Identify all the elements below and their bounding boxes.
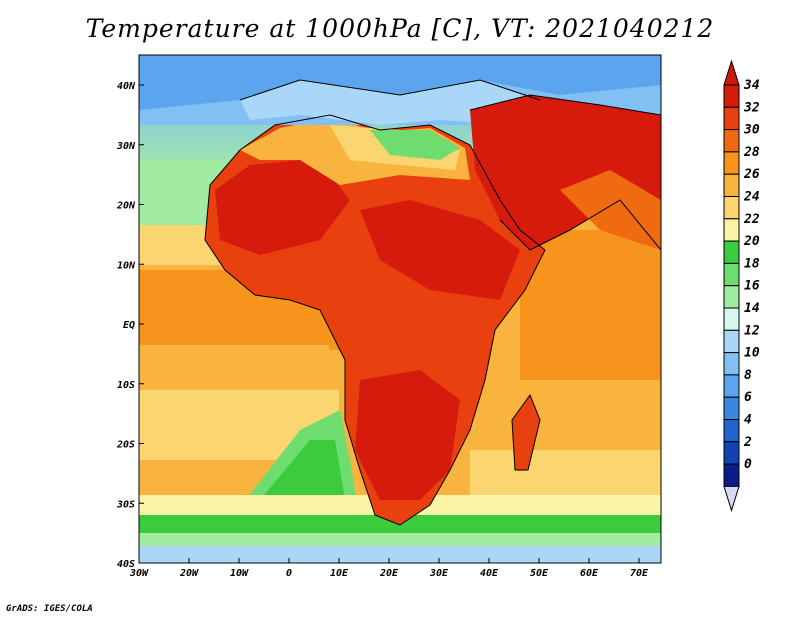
colorbar-label: 12 <box>744 323 760 338</box>
colorbar-swatch <box>723 218 740 242</box>
lon-tick-label: 10W <box>230 568 249 579</box>
longitude-axis: 30W 20W 10W 0 10E 20E 30E 40E 50E 60E 70E <box>129 558 649 579</box>
colorbar-label: 2 <box>743 435 752 450</box>
colorbar-label: 34 <box>743 78 760 93</box>
chart-title: Temperature at 1000hPa [C], VT: 20210402… <box>85 14 715 43</box>
colorbar-swatch <box>723 129 740 153</box>
colorbar-label: 28 <box>743 145 760 160</box>
lat-tick-label: EQ <box>123 320 135 331</box>
colorbar-swatch <box>723 285 740 309</box>
lat-tick-label: 20S <box>116 440 135 451</box>
lat-tick-label: 10S <box>117 380 135 391</box>
lat-tick-label: 30N <box>116 141 136 152</box>
colorbar-label: 18 <box>744 256 760 271</box>
colorbar-swatch <box>723 106 740 131</box>
colorbar-label: 32 <box>743 100 760 115</box>
colorbar-label: 30 <box>743 123 760 138</box>
lat-tick-label: 30S <box>116 499 135 510</box>
lon-tick-label: 0 <box>286 568 292 579</box>
colorbar-label: 22 <box>743 212 760 227</box>
colorbar-swatch <box>723 196 740 220</box>
colorbar-label: 6 <box>744 390 752 405</box>
lon-tick-label: 10E <box>330 568 349 579</box>
lon-tick-label: 70E <box>630 568 649 579</box>
coastlines <box>204 79 661 526</box>
colorbar-label: 14 <box>744 301 760 316</box>
lat-tick-label: 40S <box>117 559 135 570</box>
lat-tick-label: 20N <box>116 201 136 212</box>
colorbar-swatch <box>723 307 740 331</box>
lat-tick-label: 40N <box>117 81 136 92</box>
colorbar-swatch <box>723 151 740 175</box>
colorbar-label: 0 <box>744 457 752 472</box>
colorbar-swatch <box>723 352 740 376</box>
colorbar-swatch <box>723 262 740 287</box>
colorbar-label: 26 <box>743 167 760 182</box>
colorbar-swatch <box>723 419 740 443</box>
colorbar-swatch <box>723 329 740 354</box>
lon-tick-label: 30E <box>429 568 449 579</box>
colorbar-label: 16 <box>744 279 760 294</box>
colorbar-swatch <box>723 441 740 465</box>
lon-tick-label: 50E <box>530 568 549 579</box>
colorbar-under-triangle <box>723 485 740 513</box>
latitude-axis: 40N 30N 20N 10N EQ 10S 20S 30S 40S <box>116 81 144 570</box>
colorbar-label: 20 <box>743 234 760 249</box>
lon-tick-label: 20E <box>379 568 399 579</box>
colorbar-label: 8 <box>744 368 752 383</box>
colorbar-swatch <box>723 396 740 421</box>
lon-tick-label: 20W <box>179 568 199 579</box>
plot-frame <box>138 54 662 564</box>
colorbar-swatch <box>723 84 740 108</box>
colorbar-swatch <box>723 463 740 487</box>
colorbar-swatch <box>723 240 740 264</box>
colorbar-over-triangle <box>723 59 740 86</box>
lon-tick-label: 30W <box>129 568 149 579</box>
colorbar-label: 10 <box>744 346 760 361</box>
lat-tick-label: 10N <box>117 260 136 271</box>
temperature-field <box>139 55 661 563</box>
lon-tick-label: 60E <box>580 568 599 579</box>
colorbar-swatch <box>723 173 740 197</box>
lon-tick-label: 40E <box>480 568 499 579</box>
colorbar-swatch <box>723 374 740 398</box>
colorbar-label: 24 <box>743 190 760 205</box>
credit-label: GrADS: IGES/COLA <box>6 604 93 614</box>
colorbar-label: 4 <box>744 413 752 428</box>
